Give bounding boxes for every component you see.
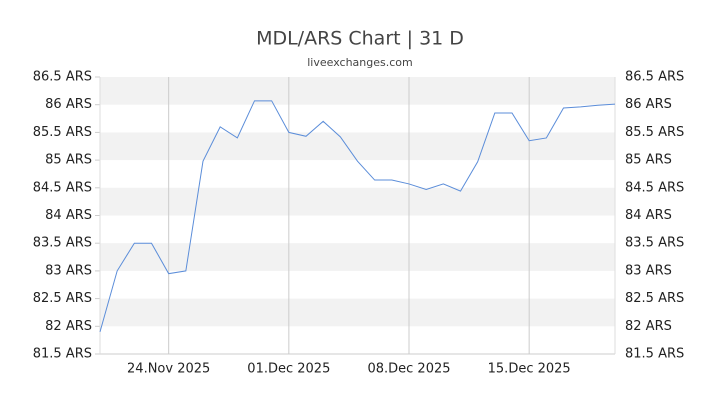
- x-tick-label: 15.Dec 2025: [488, 362, 571, 377]
- data-line: [99, 100, 616, 332]
- x-tick-label: 24.Nov 2025: [127, 362, 210, 377]
- x-tick-label: 08.Dec 2025: [367, 362, 450, 377]
- y2-tick-label: 86 ARS: [625, 97, 672, 112]
- y-tick-label: 82 ARS: [45, 319, 92, 334]
- y2-tick-label: 84.5 ARS: [625, 180, 684, 195]
- grid-band: [100, 298, 615, 327]
- chart-subtitle: liveexchanges.com: [307, 56, 412, 69]
- y2-tick-label: 83.5 ARS: [625, 236, 684, 251]
- y2-tick-label: 82 ARS: [625, 319, 672, 334]
- y-tick-label: 83 ARS: [45, 263, 92, 278]
- grid-band: [100, 187, 615, 216]
- y2-tick-label: 82.5 ARS: [625, 291, 684, 306]
- grid-band: [100, 132, 615, 161]
- y2-tick-label: 85 ARS: [625, 153, 672, 168]
- y-tick-label: 85 ARS: [45, 153, 92, 168]
- grid-band: [100, 243, 615, 271]
- y2-tick-label: 86.5 ARS: [625, 70, 684, 85]
- grid-band: [100, 77, 615, 105]
- y2-tick-label: 84 ARS: [625, 208, 672, 223]
- y-tick-label: 84.5 ARS: [33, 180, 92, 195]
- y2-tick-label: 85.5 ARS: [625, 125, 684, 140]
- y-tick-label: 86 ARS: [45, 97, 92, 112]
- x-tick-label: 01.Dec 2025: [247, 362, 330, 377]
- y-tick-label: 85.5 ARS: [33, 125, 92, 140]
- y-tick-label: 82.5 ARS: [33, 291, 92, 306]
- y2-tick-label: 81.5 ARS: [625, 347, 684, 362]
- y-tick-label: 81.5 ARS: [33, 347, 92, 362]
- chart-title: MDL/ARS Chart | 31 D: [256, 28, 464, 50]
- y-tick-label: 84 ARS: [45, 208, 92, 223]
- y-tick-label: 83.5 ARS: [33, 236, 92, 251]
- y2-tick-label: 83 ARS: [625, 263, 672, 278]
- y-tick-label: 86.5 ARS: [33, 70, 92, 85]
